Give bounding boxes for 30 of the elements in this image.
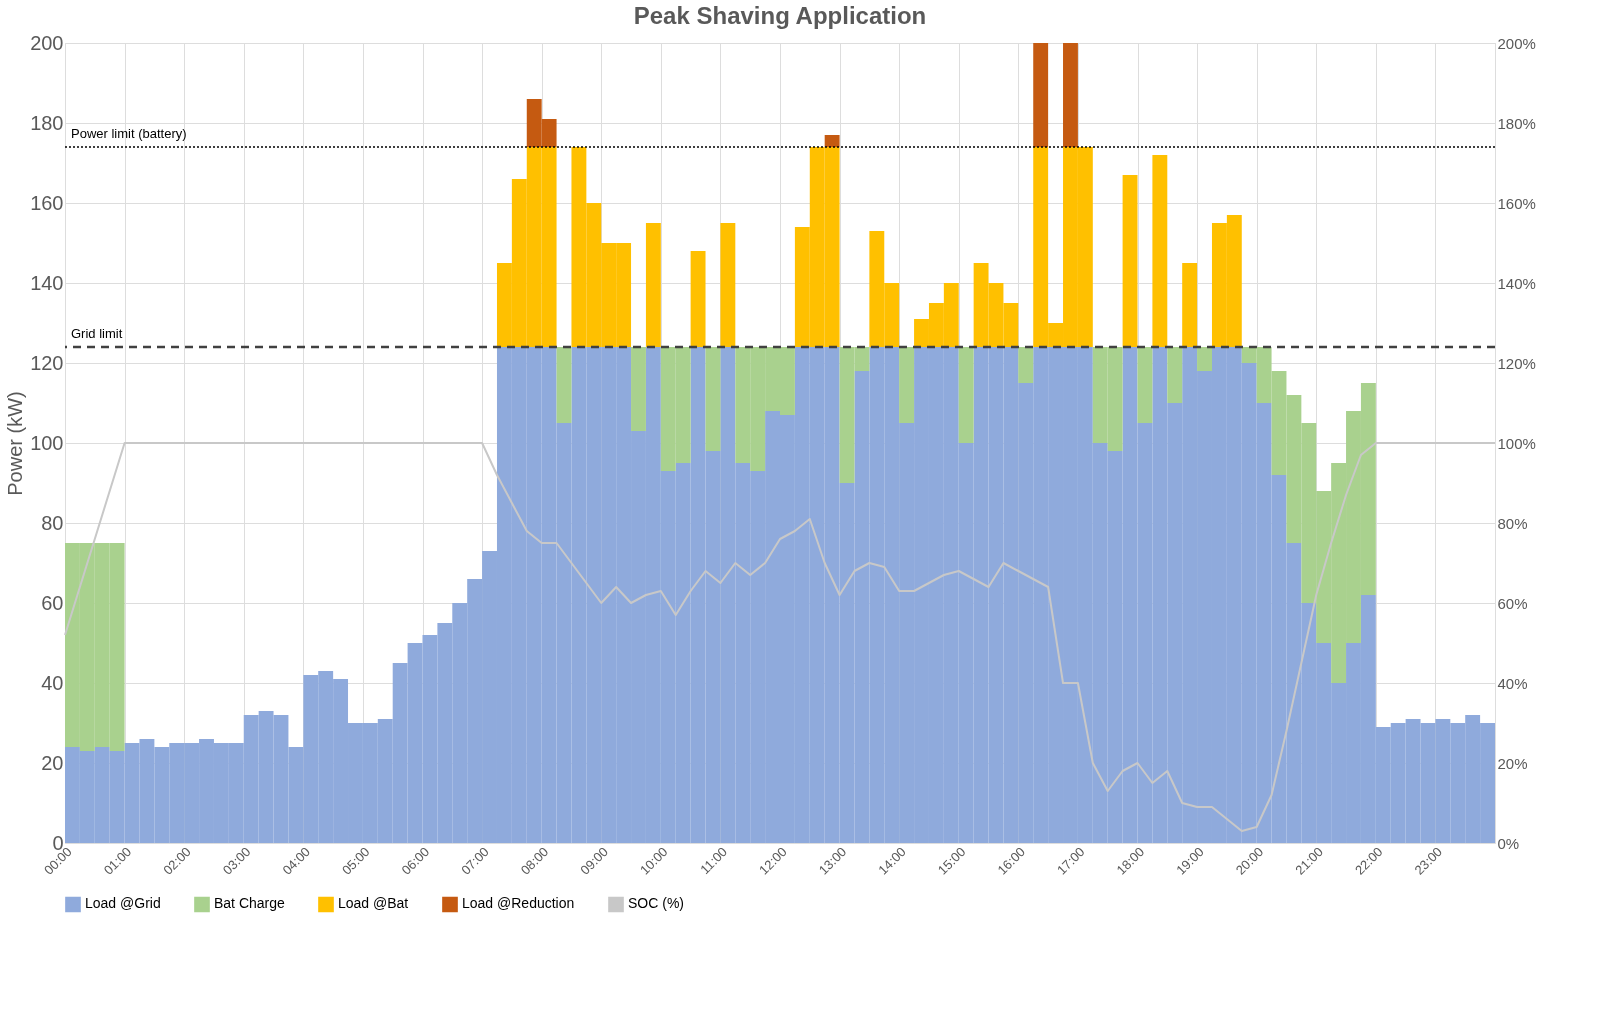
y2-tick-label: 40% <box>1497 674 1528 692</box>
y2-tick-label: 140% <box>1497 274 1536 292</box>
y-tick-label: 100 <box>30 431 64 454</box>
y-tick-label: 120 <box>30 351 64 374</box>
y2-tick-label: 120% <box>1497 354 1536 372</box>
legend-label: Load @Bat <box>338 895 409 912</box>
chart-title: Peak Shaving Application <box>633 2 927 29</box>
ref-line-label: Grid limit <box>71 326 123 341</box>
legend-label: Load @Reduction <box>462 895 575 912</box>
y-tick-label: 80 <box>41 511 64 534</box>
y-tick-label: 140 <box>30 271 64 294</box>
y-tick-label: 160 <box>30 191 64 214</box>
y2-tick-label: 20% <box>1497 754 1528 772</box>
legend-label: Bat Charge <box>214 895 286 912</box>
legend-label: Load @Grid <box>85 895 161 912</box>
y2-tick-label: 180% <box>1497 114 1536 132</box>
y2-tick-label: 80% <box>1497 514 1528 532</box>
y2-tick-label: 100% <box>1497 434 1536 452</box>
y-tick-label: 60 <box>41 591 64 614</box>
legend-label: SOC (%) <box>628 895 684 912</box>
y2-tick-label: 160% <box>1497 194 1536 212</box>
y2-tick-label: 0% <box>1497 834 1520 852</box>
y-tick-label: 40 <box>41 671 64 694</box>
ref-line-label: Power limit (battery) <box>71 126 187 141</box>
y-tick-label: 20 <box>41 751 64 774</box>
y-axis-title: Power (kW) <box>4 391 27 496</box>
y2-tick-label: 200% <box>1497 34 1536 52</box>
y2-tick-label: 60% <box>1497 594 1528 612</box>
y-tick-label: 200 <box>30 31 64 54</box>
y-tick-label: 180 <box>30 111 64 134</box>
